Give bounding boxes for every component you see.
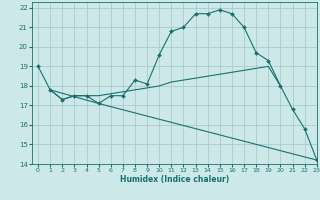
- X-axis label: Humidex (Indice chaleur): Humidex (Indice chaleur): [120, 175, 229, 184]
